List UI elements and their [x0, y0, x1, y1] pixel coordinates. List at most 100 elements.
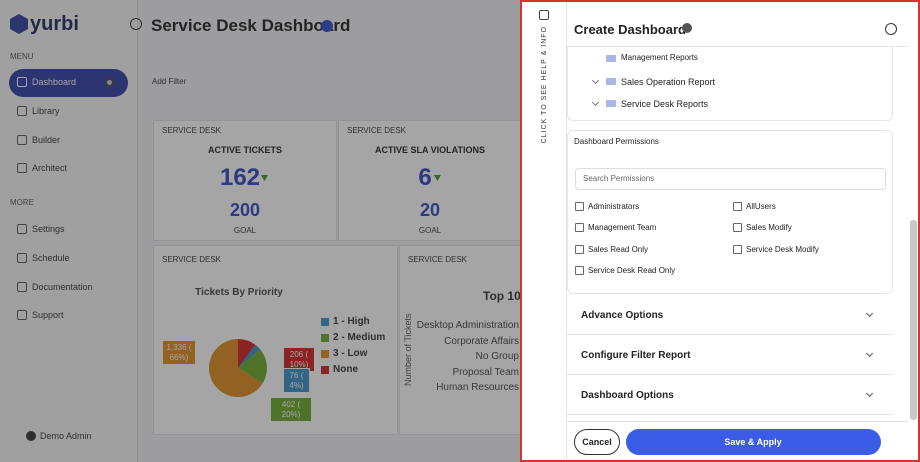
menu-icon — [17, 106, 27, 116]
card — [153, 120, 337, 241]
legend-swatch — [321, 334, 329, 342]
close-button[interactable] — [885, 23, 897, 35]
legend-swatch — [321, 318, 329, 326]
pie-chart — [209, 339, 267, 397]
pie-slice — [238, 349, 267, 384]
menu-icon — [17, 253, 27, 263]
menu-heading: MENU — [10, 52, 34, 61]
menu-item[interactable]: Settings — [32, 224, 65, 234]
permission-label[interactable]: Administrators — [588, 202, 640, 211]
menu-icon — [17, 163, 27, 173]
help-tab[interactable]: CLICK TO SEE HELP & INFO — [541, 26, 548, 144]
checkbox[interactable] — [733, 202, 742, 211]
search-input[interactable] — [575, 168, 886, 190]
folder-box — [567, 46, 893, 121]
card-title: ACTIVE TICKETS — [207, 145, 283, 155]
trend-arrow — [434, 175, 441, 181]
cancel-label: Cancel — [582, 437, 612, 447]
menu-item[interactable]: Architect — [32, 163, 68, 173]
pie-slice — [238, 339, 256, 368]
checkbox[interactable] — [733, 223, 742, 233]
permission-label[interactable]: AllUsers — [746, 202, 776, 211]
permissions-box — [567, 130, 893, 294]
menu-item[interactable]: Dashboard — [32, 77, 77, 87]
scrollbar — [910, 220, 917, 420]
kpi-value: 6 — [418, 164, 432, 191]
legend-label: None — [333, 364, 358, 375]
info-icon — [682, 23, 692, 33]
help-tab-icon[interactable] — [539, 10, 549, 20]
page-title: Service Desk Dashboard — [151, 16, 351, 35]
goal-label: GOAL — [418, 226, 442, 235]
pie-slice — [238, 344, 261, 368]
menu-item[interactable]: Builder — [32, 135, 61, 145]
folder-icon — [606, 55, 616, 62]
legend-swatch — [321, 350, 329, 358]
checkbox[interactable] — [733, 244, 742, 254]
menu-icon — [17, 77, 27, 87]
value-label: 1,336 ( 66%) — [162, 340, 196, 366]
kpi-goal: 20 — [419, 200, 441, 220]
accordion-row[interactable] — [567, 337, 893, 375]
more-heading: MORE — [10, 198, 34, 207]
menu-icon — [17, 310, 27, 320]
value-label: 76 ( 4%) — [283, 368, 310, 394]
header-divider — [567, 46, 908, 47]
legend-label: 3 - Low — [333, 348, 368, 359]
menu-icon — [17, 224, 27, 234]
footer-divider — [567, 421, 908, 422]
folder-name[interactable]: Sales Operation Report — [621, 77, 716, 87]
cancel-button[interactable] — [574, 429, 620, 455]
permission-label[interactable]: Management Team — [588, 223, 657, 233]
kpi-value: 162 — [219, 164, 261, 191]
permission-label[interactable]: Service Desk Modify — [746, 244, 819, 254]
menu-item[interactable]: Schedule — [32, 253, 70, 263]
accordion-row[interactable] — [567, 297, 893, 335]
category-label: Human Resources — [436, 382, 519, 393]
card-title: ACTIVE SLA VIOLATIONS — [374, 145, 486, 155]
user-icon — [26, 431, 36, 441]
accordion-row[interactable] — [567, 377, 893, 415]
menu-item[interactable]: Documentation — [32, 282, 93, 292]
chart-title: Top 10 — [483, 289, 521, 303]
chart-title: Tickets By Priority — [195, 287, 283, 298]
pie-slice — [209, 339, 263, 397]
side-panel — [520, 0, 920, 462]
accordion-title: Configure Filter Report — [581, 350, 691, 361]
menu-icon — [17, 282, 27, 292]
folder-name[interactable]: Management Reports — [621, 53, 698, 62]
accordion-title: Advance Options — [581, 310, 664, 321]
checkbox[interactable] — [575, 202, 584, 211]
folder-name[interactable]: Service Desk Reports — [621, 99, 709, 109]
save-label: Save & Apply — [724, 437, 782, 447]
search-placeholder: Search Permissions — [583, 174, 655, 183]
toggle-dot — [105, 78, 114, 87]
card — [338, 120, 522, 241]
checkbox[interactable] — [575, 223, 584, 233]
tab-divider — [566, 2, 567, 460]
panel-title: Create Dashboard — [574, 22, 686, 37]
menu-icon — [17, 135, 27, 145]
verified-icon — [321, 20, 333, 32]
legend-label: 1 - High — [333, 316, 370, 327]
card — [399, 245, 529, 435]
legend-label: 2 - Medium — [333, 332, 386, 343]
permission-label[interactable]: Sales Modify — [746, 223, 792, 233]
back-button[interactable] — [130, 18, 142, 30]
add-filter[interactable]: Add Filter — [152, 77, 187, 86]
card-section: SERVICE DESK — [162, 126, 221, 135]
value-label: 402 ( 20%) — [270, 397, 312, 423]
trend-arrow — [261, 175, 268, 181]
user-name[interactable]: Demo Admin — [40, 431, 92, 441]
checkbox[interactable] — [575, 265, 584, 275]
menu-item[interactable]: Support — [32, 310, 64, 320]
goal-label: GOAL — [233, 226, 257, 235]
menu-item[interactable]: Library — [32, 106, 60, 116]
checkbox[interactable] — [575, 244, 584, 254]
save-button[interactable] — [626, 429, 881, 455]
permission-label[interactable]: Service Desk Read Only — [588, 265, 676, 275]
category-label: Proposal Team — [452, 366, 519, 378]
permission-label[interactable]: Sales Read Only — [588, 244, 649, 254]
kpi-goal: 200 — [229, 200, 261, 220]
category-label: No Group — [475, 351, 519, 362]
